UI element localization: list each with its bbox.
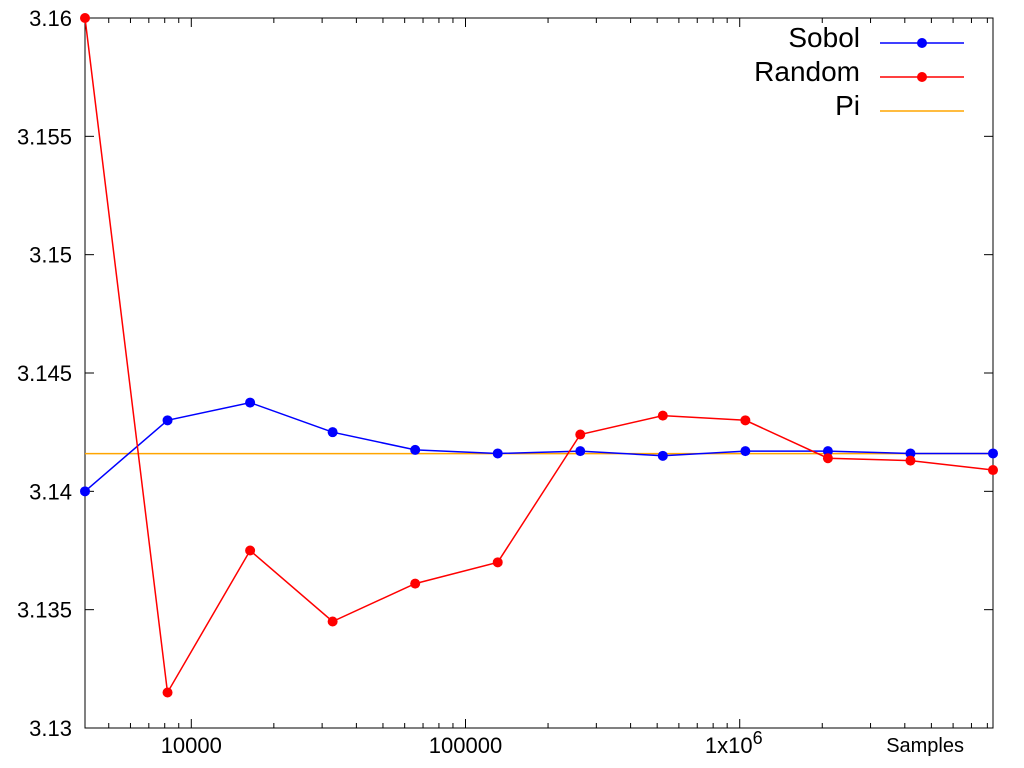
x-tick-label-text: 10000 [161,733,222,758]
legend-marker-random [917,72,927,82]
series-sobol-point [740,446,751,457]
series-random-point [410,578,421,589]
series-random-point [575,429,586,440]
series-sobol-point [245,397,256,408]
x-tick-label: 100000 [429,733,502,758]
series-random-point [327,616,338,627]
y-tick-label: 3.155 [17,124,72,149]
plot-frame [84,17,994,729]
series-random-point [905,455,916,466]
y-tick-label: 3.145 [17,361,72,386]
x-tick-label-exponent: 6 [753,728,763,748]
series-layer [80,13,998,698]
series-sobol-point [327,427,338,438]
legend-label-pi: Pi [835,90,860,121]
y-tick-label: 3.15 [29,243,72,268]
series-random-point [657,410,668,421]
series-sobol-point [905,448,916,459]
y-tick-label: 3.135 [17,598,72,623]
series-random-point [822,453,833,464]
legend-label-random: Random [754,56,860,87]
legend-marker-sobol [917,38,927,48]
series-random-point [740,415,751,426]
series-random-point [162,687,173,698]
series-sobol-line [84,401,993,492]
series-sobol-point [575,446,586,457]
series-sobol-point [492,448,503,459]
series-random-point [988,465,998,476]
x-tick-label-text: 100000 [429,733,502,758]
x-tick-label: 1x106 [705,728,763,758]
series-sobol-point [410,444,421,455]
series-sobol-point [162,415,173,426]
x-axis-title: Samples [886,735,964,757]
x-axis: 10000 100000 1x106 [108,18,988,758]
series-random-point [80,13,90,23]
x-tick-label: 10000 [161,733,222,758]
series-sobol-point [822,446,833,457]
y-tick-label: 3.13 [29,716,72,741]
series-random-line [84,17,994,695]
y-tick-label: 3.14 [29,479,72,504]
series-sobol-point [80,486,90,497]
x-tick-label-text: 1x10 [705,733,753,758]
legend-label-sobol: Sobol [788,22,860,53]
series-sobol-point [988,448,998,459]
series-sobol-point [657,450,668,461]
series-random-point [245,545,256,556]
series-random-point [492,557,503,568]
y-tick-label: 3.16 [29,6,72,31]
y-axis: 3.13 3.135 3.14 3.145 3.15 3.155 3.16 [17,6,993,741]
